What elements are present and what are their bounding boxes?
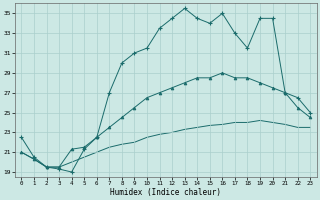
X-axis label: Humidex (Indice chaleur): Humidex (Indice chaleur) bbox=[110, 188, 221, 197]
